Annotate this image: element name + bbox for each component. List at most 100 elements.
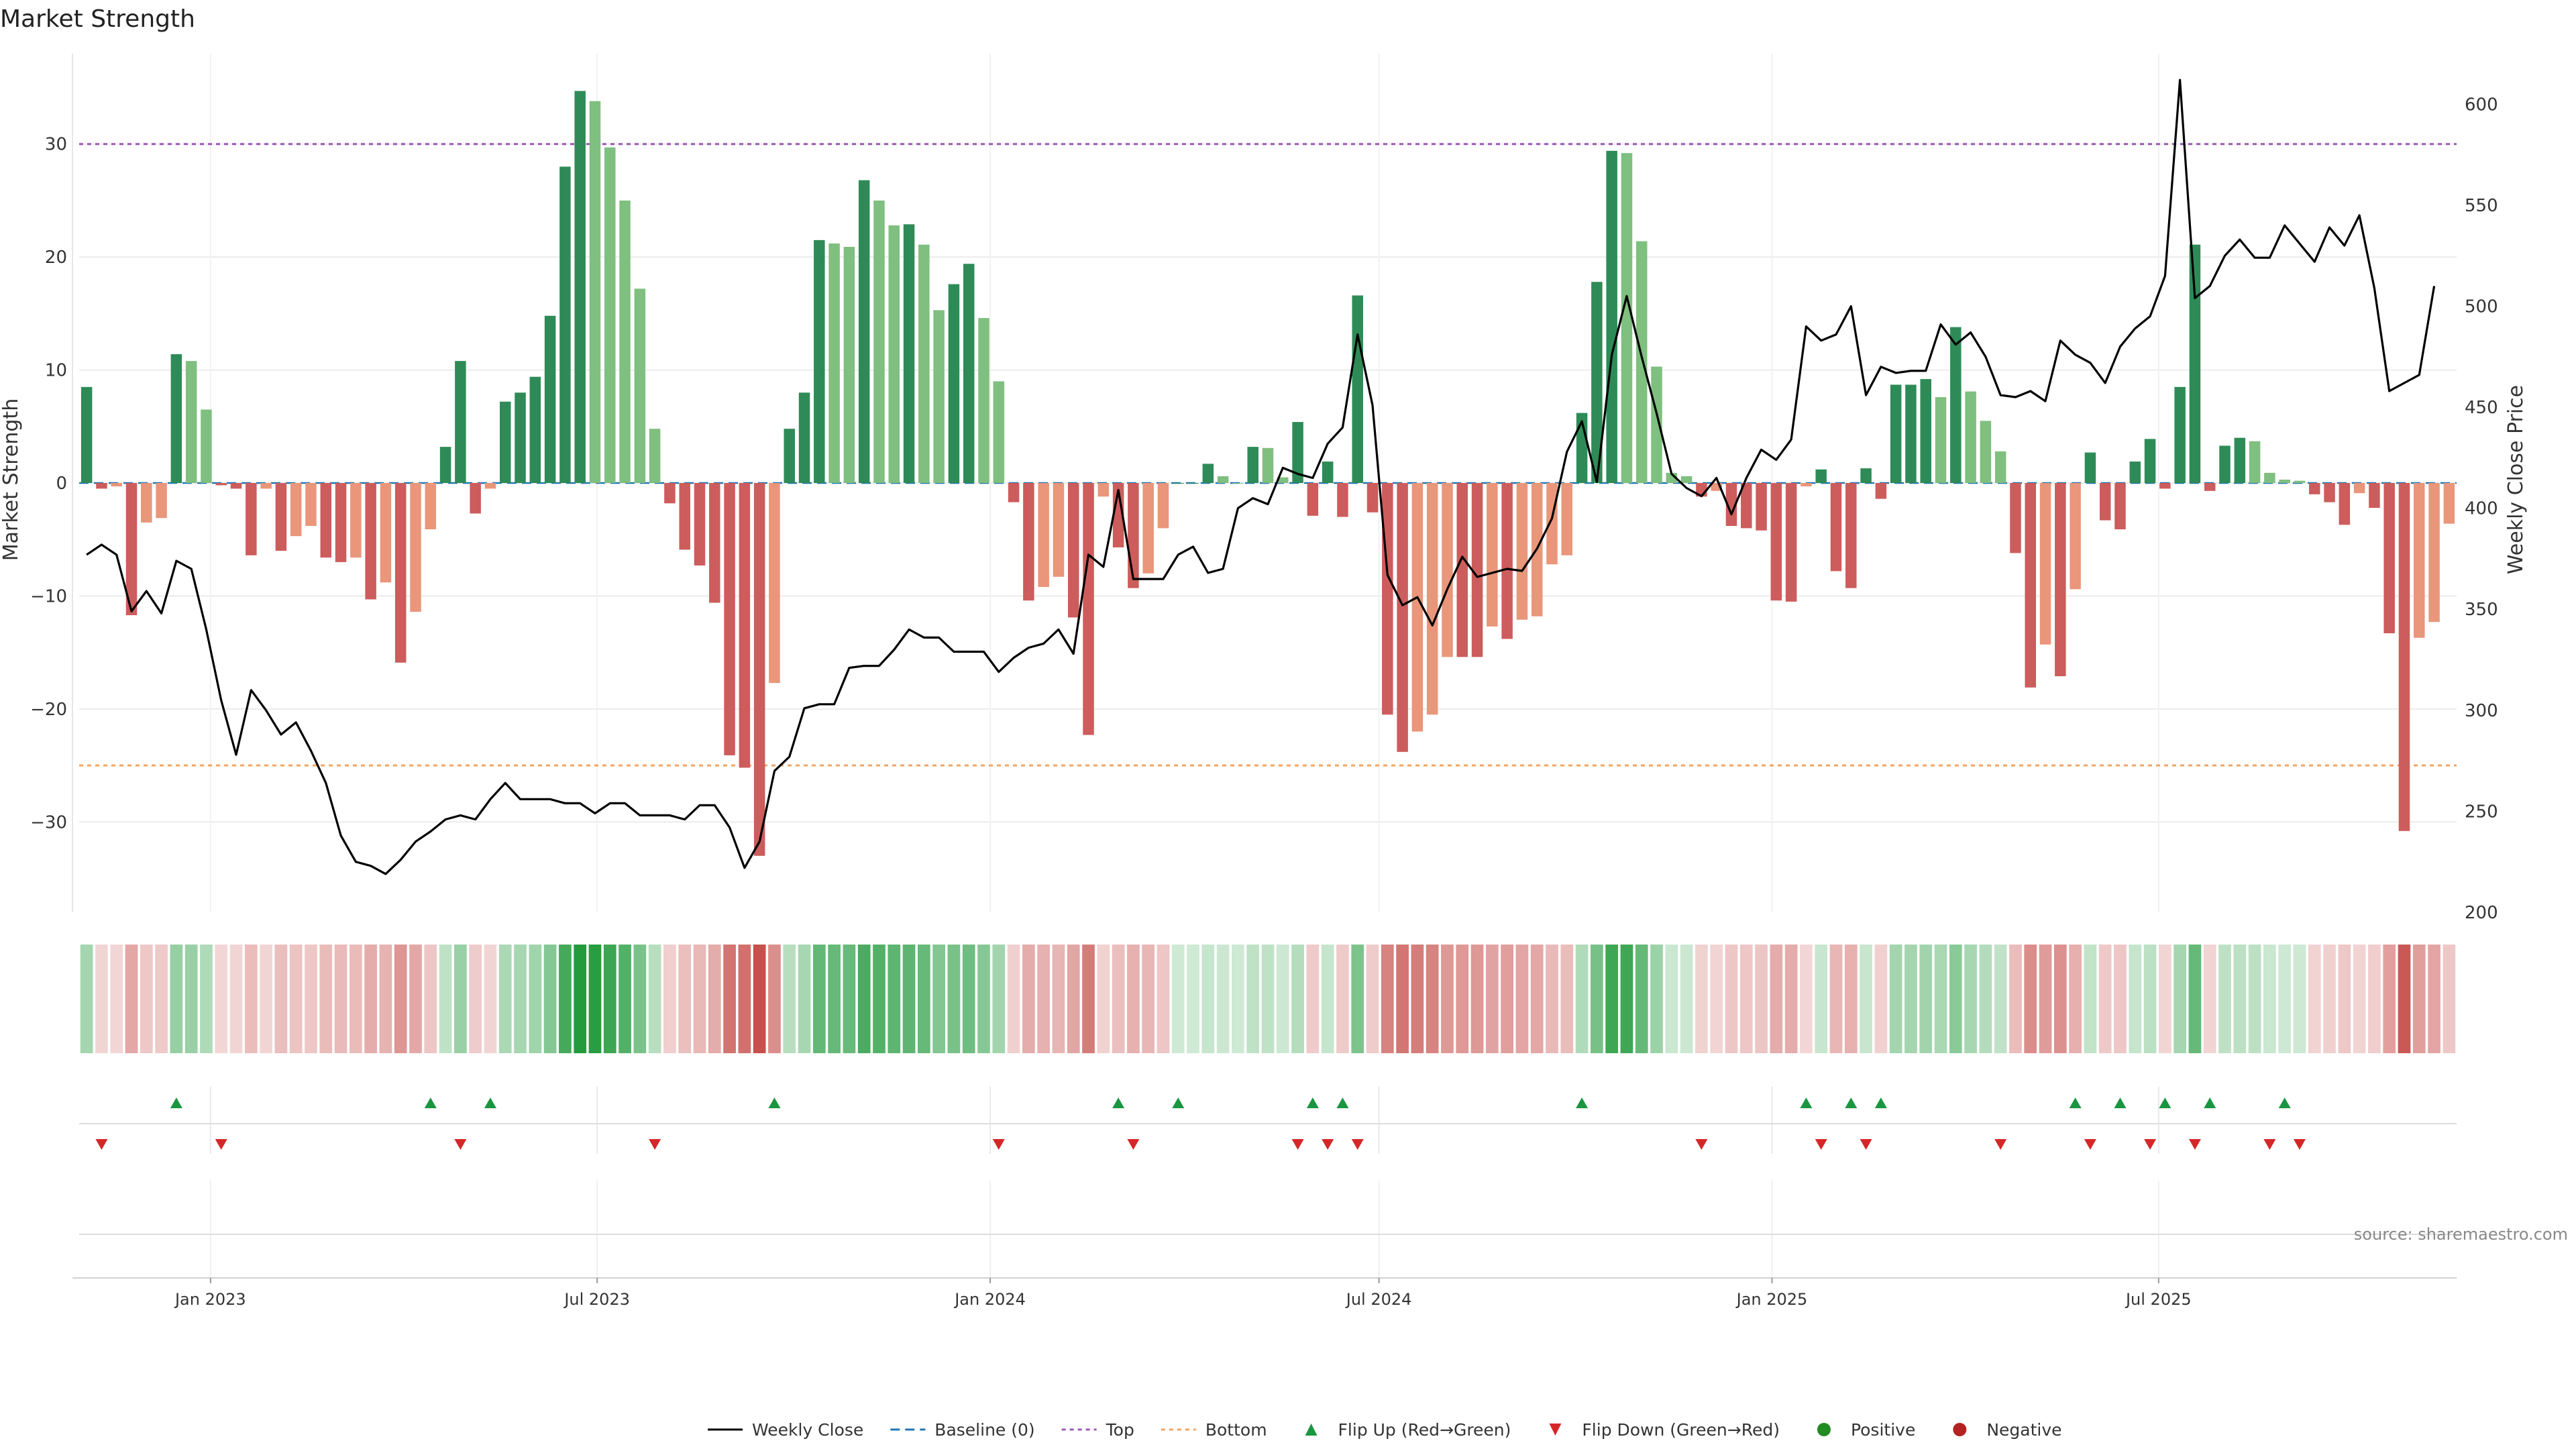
strength-bar (1606, 150, 1617, 483)
strength-bar (529, 376, 541, 483)
x-tick-label: Jan 2025 (1735, 1290, 1808, 1309)
strength-bar (201, 409, 212, 483)
heat-cell (888, 945, 901, 1053)
flip-up-marker (1800, 1097, 1813, 1108)
heat-cell (828, 945, 841, 1053)
heat-cell (1411, 945, 1424, 1053)
heat-cell (1815, 945, 1828, 1053)
strength-bar (2055, 483, 2066, 676)
heat-cell (663, 945, 676, 1053)
strength-bar (1830, 483, 1842, 572)
flip-down-marker (1291, 1139, 1304, 1150)
flip-down-marker (1695, 1139, 1708, 1150)
strength-bar (2129, 462, 2141, 483)
strength-bar (1815, 469, 1827, 483)
x-tick-label: Jan 2024 (953, 1290, 1026, 1309)
strength-bar (1097, 483, 1110, 497)
heat-cell (1620, 945, 1633, 1053)
heat-cell (260, 945, 272, 1053)
strength-bar (246, 483, 257, 555)
flip-down-marker (2263, 1139, 2276, 1150)
strength-bar (2383, 483, 2395, 633)
strength-bar (1994, 451, 2006, 483)
heat-cell (1680, 945, 1693, 1053)
strength-bar (2414, 483, 2425, 638)
strength-bar (544, 315, 556, 483)
strength-bar (1173, 483, 1184, 484)
heat-cell (364, 945, 378, 1053)
strength-bar (843, 247, 855, 483)
right-tick-label: 600 (2465, 95, 2498, 115)
heat-cell (648, 945, 661, 1053)
heat-cell (1979, 945, 1992, 1053)
legend: Weekly Close Baseline (0) Top Bottom Flip Up… (708, 1420, 2062, 1440)
strength-bar (1411, 483, 1424, 732)
heat-cell (200, 945, 213, 1053)
heat-cell (1485, 945, 1499, 1053)
strength-bar (394, 483, 407, 663)
heat-cell (1381, 945, 1394, 1053)
strength-bar (335, 483, 347, 562)
strength-bar (1546, 483, 1558, 565)
strength-bar (1337, 483, 1348, 517)
heat-cell (2353, 945, 2366, 1053)
strength-bar (664, 483, 676, 504)
strength-bar (185, 361, 197, 483)
strength-bar (2279, 479, 2290, 483)
legend-flip-down-swatch (1549, 1424, 1562, 1436)
heat-cell (1784, 945, 1798, 1053)
flip-down-marker (2084, 1139, 2096, 1150)
strength-bar (1591, 282, 1603, 483)
heat-cell (95, 945, 108, 1053)
strength-bar (963, 264, 975, 483)
heat-cell (110, 945, 123, 1053)
strength-bar (111, 483, 122, 487)
strength-bar (2025, 483, 2037, 688)
heat-cell (2412, 945, 2426, 1053)
heat-cell (2218, 945, 2231, 1053)
strength-bar (141, 483, 152, 523)
heat-cell (1366, 945, 1379, 1053)
strength-bar (2353, 483, 2365, 494)
heat-cell (1336, 945, 1349, 1053)
heat-cell (917, 945, 930, 1053)
heat-cell (215, 945, 228, 1053)
right-y-axis: 600 550 500 450 400 350 300 250 200 (2465, 95, 2498, 923)
right-tick-label: 350 (2465, 600, 2498, 620)
heat-cell (1201, 945, 1215, 1053)
heat-cell (753, 945, 766, 1053)
flip-down-marker (1860, 1139, 1872, 1150)
legend-label: Bottom (1205, 1420, 1267, 1440)
heat-cell (1082, 945, 1095, 1053)
heat-cell (783, 945, 796, 1053)
strength-bar (1741, 483, 1752, 529)
strength-bar (784, 429, 795, 483)
heat-cell (574, 945, 587, 1053)
strength-bar (2114, 483, 2126, 530)
flip-markers (79, 1097, 2457, 1235)
flip-down-marker (1322, 1139, 1334, 1150)
heat-cell (2308, 945, 2321, 1053)
flip-up-marker (1874, 1097, 1887, 1108)
heat-cell (2398, 945, 2411, 1053)
strength-bar (1053, 483, 1065, 577)
strength-bar (679, 483, 690, 550)
heat-cell (1037, 945, 1051, 1053)
strength-bar (1487, 483, 1498, 627)
heat-cell (2069, 945, 2082, 1053)
heat-cell (229, 945, 243, 1053)
flip-up-marker (1172, 1097, 1185, 1108)
heat-cell (2428, 945, 2440, 1053)
heat-cell (1127, 945, 1140, 1053)
strength-bar (1322, 462, 1334, 483)
strength-bar (1023, 483, 1034, 601)
strength-bar (1756, 483, 1767, 531)
strength-bar (694, 483, 706, 566)
flip-down-marker (1994, 1139, 2007, 1150)
heat-cell (1097, 945, 1110, 1053)
flip-up-marker (1845, 1097, 1858, 1108)
strength-bar (2264, 472, 2275, 483)
heat-cell (1470, 945, 1484, 1053)
strength-bar (1980, 421, 1992, 483)
strength-bar (275, 483, 287, 551)
